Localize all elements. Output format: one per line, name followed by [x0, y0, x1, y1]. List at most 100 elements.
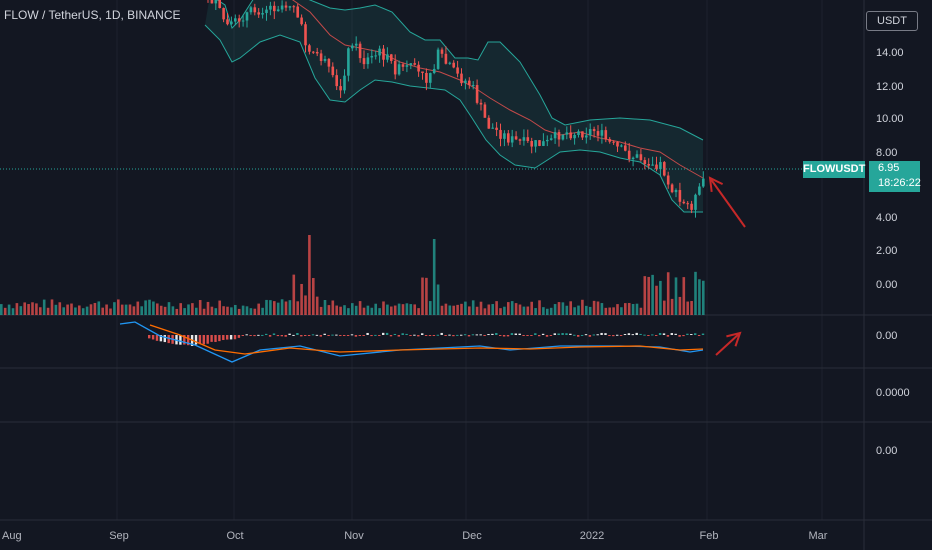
candle-body: [499, 129, 502, 139]
macd-bar: [261, 334, 264, 336]
price-tick-label: 12.00: [876, 81, 904, 93]
volume-bar: [507, 302, 510, 315]
candle-body: [401, 64, 405, 67]
candle-body: [553, 132, 557, 139]
candle-body: [577, 131, 580, 135]
macd-bar: [292, 334, 295, 336]
candle-body: [308, 45, 311, 52]
candle-body: [237, 18, 241, 22]
currency-button[interactable]: USDT: [866, 11, 918, 31]
candle-body: [339, 86, 342, 91]
macd-bar: [159, 335, 163, 342]
candle-body: [409, 63, 413, 66]
volume-bar: [159, 305, 163, 315]
candle-body: [538, 140, 541, 146]
macd-bar: [647, 335, 650, 336]
volume-bar: [23, 302, 26, 315]
candle-body: [347, 48, 350, 76]
candle-body: [234, 18, 237, 22]
candle-body: [261, 13, 264, 15]
macd-bar: [315, 334, 319, 336]
macd-bar: [389, 335, 393, 337]
volume-bar: [522, 306, 526, 315]
volume-bar: [620, 307, 623, 315]
candle-body: [565, 132, 569, 135]
volume-bar: [425, 277, 428, 315]
macd-bar: [440, 332, 443, 335]
candle-body: [362, 58, 366, 65]
volume-bar: [117, 299, 120, 315]
volume-bar: [405, 303, 409, 315]
candle-body: [436, 49, 440, 69]
candle-body: [682, 201, 686, 204]
macd-bar: [428, 335, 432, 337]
annotation-arrow-macd: [715, 331, 742, 356]
macd-bar: [463, 334, 467, 336]
volume-bar: [210, 306, 214, 315]
macd-bar: [378, 335, 381, 336]
macd-bar: [311, 334, 315, 336]
volume-bar: [273, 301, 276, 315]
volume-bar: [74, 307, 77, 315]
volume-bar: [124, 304, 128, 315]
volume-bar: [624, 303, 627, 315]
macd-bar: [183, 335, 186, 345]
macd-bar: [163, 335, 166, 343]
macd-bar: [268, 335, 272, 337]
price-tick-label: 14.00: [876, 47, 904, 59]
volume-bar: [592, 300, 596, 315]
volume-bar: [152, 301, 155, 315]
candle-body: [495, 127, 498, 130]
macd-bar: [483, 335, 486, 336]
volume-bar: [237, 308, 241, 315]
volume-bar: [390, 306, 393, 315]
price-tick-label: 0.00: [876, 279, 897, 291]
pane3-tick-label: 0.0000: [876, 387, 910, 399]
time-axis-label: Sep: [109, 530, 129, 542]
symbol-label: FLOWUSDT: [803, 161, 865, 178]
time-axis-label: Mar: [809, 530, 828, 542]
macd-bar: [417, 335, 420, 337]
volume-bar: [198, 300, 202, 315]
volume-bar: [179, 303, 182, 315]
macd-bar: [682, 335, 685, 337]
macd-bar: [538, 335, 541, 337]
volume-bar: [534, 308, 537, 315]
macd-bar: [553, 333, 556, 335]
macd-bar: [366, 332, 369, 335]
volume-bar: [518, 304, 522, 315]
candle-body: [429, 73, 432, 83]
candle-body: [585, 135, 588, 138]
candle-body: [335, 75, 338, 87]
macd-bar: [596, 334, 599, 336]
volume-bar: [261, 307, 264, 315]
volume-bar: [3, 307, 7, 315]
candle-body: [569, 132, 572, 139]
volume-bar: [132, 306, 136, 315]
macd-bar: [456, 334, 459, 336]
candle-body: [421, 71, 424, 73]
volume-bar: [97, 301, 101, 315]
macd-bar: [592, 334, 595, 336]
macd-bar: [491, 333, 494, 335]
candle-body: [374, 55, 377, 57]
volume-bar: [393, 305, 397, 315]
volume-bar: [553, 304, 557, 315]
candle-body: [452, 62, 455, 68]
macd-bar: [249, 335, 252, 336]
candle-body: [397, 64, 401, 75]
macd-bar: [569, 333, 572, 335]
volume-bar: [651, 274, 654, 315]
macd-bar: [631, 334, 634, 336]
volume-bar: [335, 305, 338, 315]
macd-bar: [557, 333, 560, 335]
volume-bar: [604, 307, 608, 315]
macd-bar: [658, 332, 662, 335]
macd-bar: [495, 332, 498, 335]
volume-bar: [296, 301, 299, 315]
macd-bar: [323, 333, 326, 335]
macd-bar: [635, 332, 638, 335]
macd-bar: [374, 334, 377, 336]
volume-bar: [670, 298, 674, 315]
